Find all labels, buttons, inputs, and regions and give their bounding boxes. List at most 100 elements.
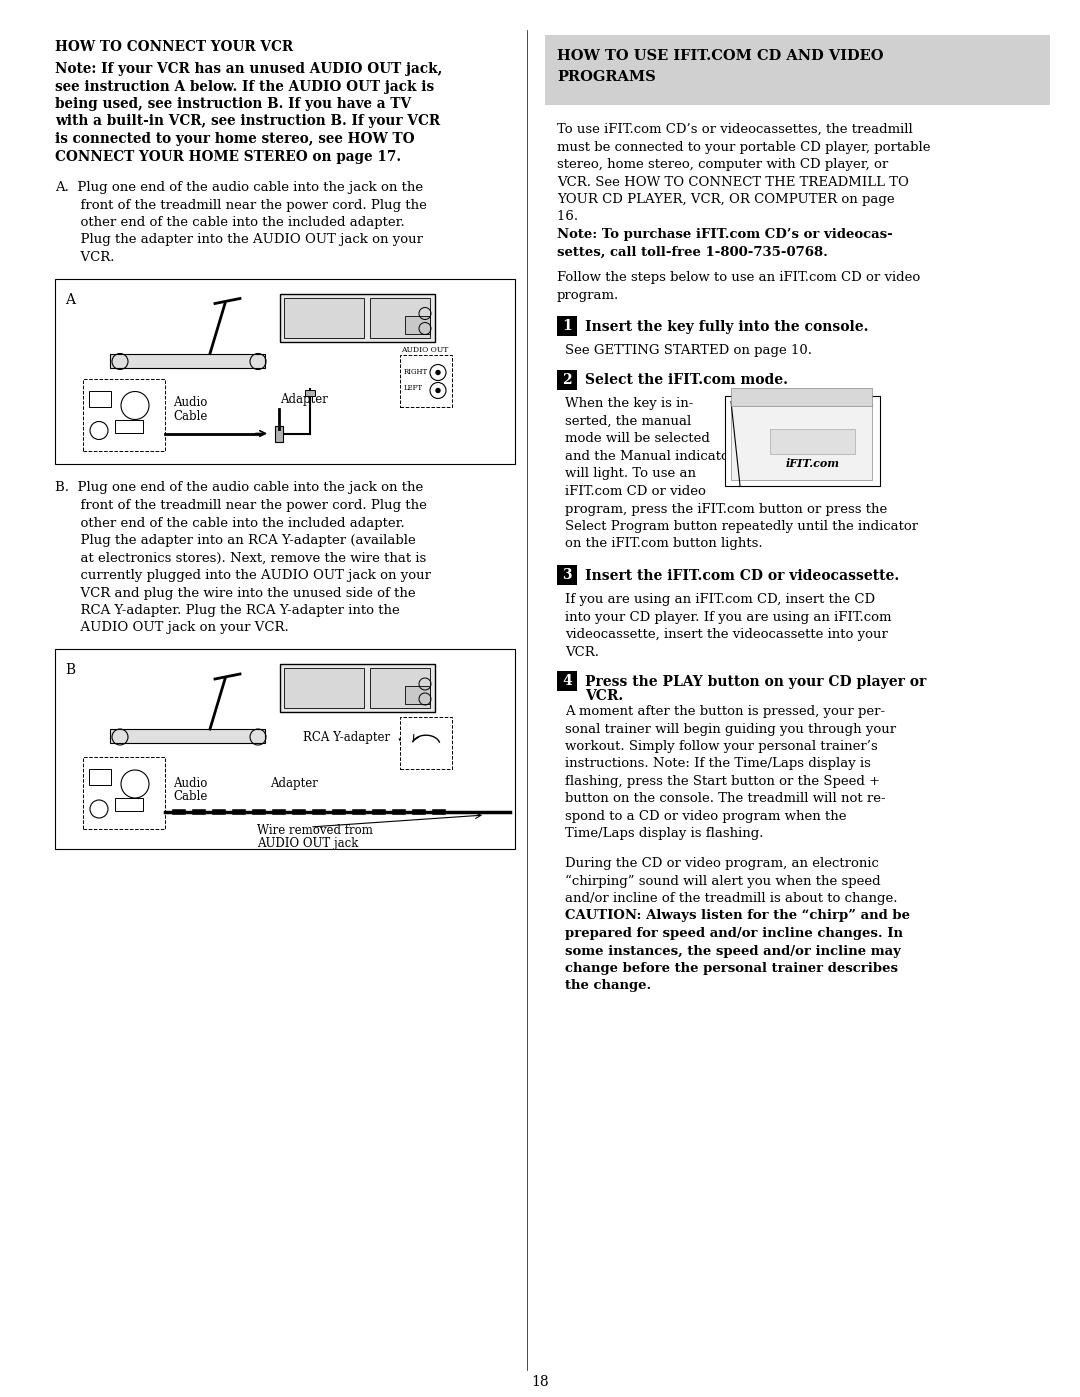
Bar [55, 278, 515, 464]
Bar [370, 668, 430, 708]
Text: into your CD player. If you are using an iFIT.com: into your CD player. If you are using an… [565, 610, 891, 623]
Text: 18: 18 [531, 1375, 549, 1389]
Text: program, press the iFIT.com button or press the: program, press the iFIT.com button or pr… [565, 503, 888, 515]
Text: HOW TO CONNECT YOUR VCR: HOW TO CONNECT YOUR VCR [55, 41, 293, 54]
Text: Audio: Audio [173, 777, 207, 789]
Text: “chirping” sound will alert you when the speed: “chirping” sound will alert you when the… [565, 875, 880, 887]
Bar [280, 664, 435, 712]
Bar [110, 729, 265, 743]
Text: When the key is in-: When the key is in- [565, 398, 693, 411]
Text: B.  Plug one end of the audio cable into the jack on the: B. Plug one end of the audio cable into … [55, 482, 423, 495]
Text: Plug the adapter into the AUDIO OUT jack on your: Plug the adapter into the AUDIO OUT jack… [55, 233, 423, 246]
Bar [731, 387, 872, 405]
Text: must be connected to your portable CD player, portable: must be connected to your portable CD pl… [557, 141, 931, 154]
Text: PROGRAMS: PROGRAMS [557, 70, 656, 84]
Text: Adapter: Adapter [270, 777, 318, 789]
Text: YOUR CD PLAYER, VCR, OR COMPUTER on page: YOUR CD PLAYER, VCR, OR COMPUTER on page [557, 193, 894, 205]
Text: iFIT.com: iFIT.com [786, 458, 840, 469]
Text: Select the iFIT.com mode.: Select the iFIT.com mode. [585, 373, 788, 387]
Text: and the Manual indicator: and the Manual indicator [565, 450, 735, 462]
Text: being used, see instruction B. If you have a TV: being used, see instruction B. If you ha… [55, 96, 411, 110]
Text: VCR. See HOW TO CONNECT THE TREADMILL TO: VCR. See HOW TO CONNECT THE TREADMILL TO [557, 176, 909, 189]
Text: the change.: the change. [565, 979, 651, 992]
Text: videocassette, insert the videocassette into your: videocassette, insert the videocassette … [565, 629, 888, 641]
Text: Time/Laps display is flashing.: Time/Laps display is flashing. [565, 827, 764, 841]
Text: 16.: 16. [557, 211, 582, 224]
Text: Press the PLAY button on your CD player or: Press the PLAY button on your CD player … [585, 675, 927, 689]
Bar [305, 390, 315, 395]
Bar [770, 429, 855, 454]
Text: B: B [65, 664, 76, 678]
Bar [284, 298, 364, 338]
Text: CONNECT YOUR HOME STEREO on page 17.: CONNECT YOUR HOME STEREO on page 17. [55, 149, 401, 163]
Bar [725, 395, 880, 486]
Text: iFIT.com CD or video: iFIT.com CD or video [565, 485, 706, 497]
Bar [284, 668, 364, 708]
Text: 1: 1 [562, 319, 572, 332]
Text: front of the treadmill near the power cord. Plug the: front of the treadmill near the power co… [55, 198, 427, 211]
Text: 3: 3 [563, 569, 571, 583]
Bar [114, 798, 143, 812]
Text: RIGHT: RIGHT [404, 369, 429, 377]
Text: Insert the iFIT.com CD or videocassette.: Insert the iFIT.com CD or videocassette. [585, 569, 900, 583]
Bar [400, 355, 453, 407]
Text: Insert the key fully into the console.: Insert the key fully into the console. [585, 320, 868, 334]
Text: AUDIO OUT jack on your VCR.: AUDIO OUT jack on your VCR. [55, 622, 288, 634]
Text: other end of the cable into the included adapter.: other end of the cable into the included… [55, 217, 405, 229]
Text: Follow the steps below to use an iFIT.com CD or video: Follow the steps below to use an iFIT.co… [557, 271, 920, 284]
Text: CAUTION: Always listen for the “chirp” and be: CAUTION: Always listen for the “chirp” a… [565, 909, 910, 922]
Text: Note: To purchase iFIT.com CD’s or videocas-: Note: To purchase iFIT.com CD’s or video… [557, 228, 893, 242]
Text: button on the console. The treadmill will not re-: button on the console. The treadmill wil… [565, 792, 886, 806]
Bar [557, 564, 577, 585]
Text: some instances, the speed and/or incline may: some instances, the speed and/or incline… [565, 944, 901, 957]
Bar [114, 419, 143, 433]
Text: VCR.: VCR. [585, 689, 623, 703]
Text: sonal trainer will begin guiding you through your: sonal trainer will begin guiding you thr… [565, 722, 896, 735]
Bar [545, 35, 1050, 105]
Text: Select Program button repeatedly until the indicator: Select Program button repeatedly until t… [565, 520, 918, 534]
Text: is connected to your home stereo, see HOW TO: is connected to your home stereo, see HO… [55, 131, 415, 147]
Text: See GETTING STARTED on page 10.: See GETTING STARTED on page 10. [565, 344, 812, 358]
Text: A: A [65, 292, 75, 306]
Text: RCA Y-adapter. Plug the RCA Y-adapter into the: RCA Y-adapter. Plug the RCA Y-adapter in… [55, 604, 400, 617]
Text: program.: program. [557, 289, 619, 302]
Text: see instruction A below. If the AUDIO OUT jack is: see instruction A below. If the AUDIO OU… [55, 80, 434, 94]
Bar [280, 293, 435, 341]
Text: Audio: Audio [173, 397, 207, 409]
Bar [89, 391, 111, 407]
Bar [557, 316, 577, 337]
Text: If you are using an iFIT.com CD, insert the CD: If you are using an iFIT.com CD, insert … [565, 592, 875, 606]
Text: Plug the adapter into an RCA Y-adapter (available: Plug the adapter into an RCA Y-adapter (… [55, 534, 416, 548]
Text: LEFT: LEFT [404, 384, 423, 393]
Text: RCA Y-adapter: RCA Y-adapter [303, 731, 390, 745]
Text: Wire removed from: Wire removed from [257, 824, 373, 837]
Bar [275, 426, 283, 441]
Bar [89, 768, 111, 785]
Text: front of the treadmill near the power cord. Plug the: front of the treadmill near the power co… [55, 499, 427, 511]
Text: Cable: Cable [173, 409, 207, 422]
Text: prepared for speed and/or incline changes. In: prepared for speed and/or incline change… [565, 928, 903, 940]
Text: spond to a CD or video program when the: spond to a CD or video program when the [565, 810, 847, 823]
Text: Adapter: Adapter [280, 394, 328, 407]
Text: 4: 4 [562, 673, 572, 687]
Text: stereo, home stereo, computer with CD player, or: stereo, home stereo, computer with CD pl… [557, 158, 888, 170]
Text: with a built-in VCR, see instruction B. If your VCR: with a built-in VCR, see instruction B. … [55, 115, 441, 129]
Text: flashing, press the Start button or the Speed +: flashing, press the Start button or the … [565, 775, 880, 788]
Circle shape [436, 370, 440, 374]
Bar [557, 671, 577, 692]
Text: Cable: Cable [173, 789, 207, 803]
Text: HOW TO USE IFIT.COM CD AND VIDEO: HOW TO USE IFIT.COM CD AND VIDEO [557, 49, 883, 63]
Circle shape [436, 388, 440, 393]
Bar [55, 650, 515, 849]
Text: on the iFIT.com button lights.: on the iFIT.com button lights. [565, 538, 762, 550]
Bar [557, 369, 577, 390]
Text: During the CD or video program, an electronic: During the CD or video program, an elect… [565, 856, 879, 870]
Bar [731, 404, 872, 479]
Text: VCR and plug the wire into the unused side of the: VCR and plug the wire into the unused si… [55, 587, 416, 599]
Bar [110, 353, 265, 367]
Text: 2: 2 [563, 373, 571, 387]
Text: VCR.: VCR. [565, 645, 599, 658]
Bar [400, 717, 453, 768]
Bar [370, 298, 430, 338]
Text: other end of the cable into the included adapter.: other end of the cable into the included… [55, 517, 405, 529]
